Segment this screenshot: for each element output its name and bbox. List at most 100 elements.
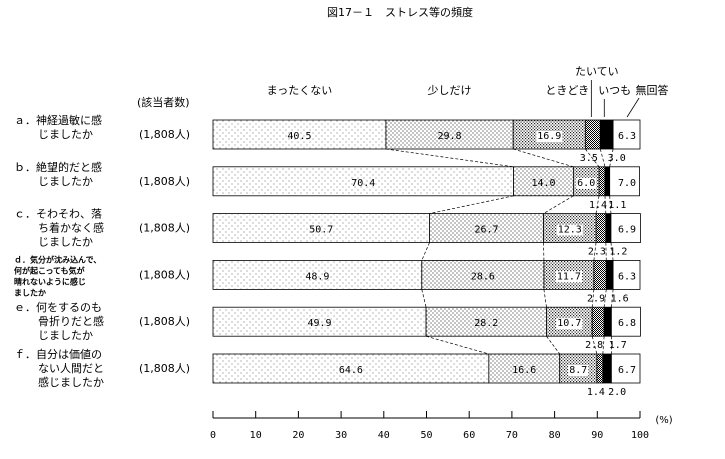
bar-segment-4 <box>604 166 611 197</box>
connector-line <box>611 289 614 308</box>
connector-line <box>585 148 600 168</box>
data-label-bg <box>568 365 589 376</box>
bar-segment-3 <box>584 119 601 150</box>
series-label-1: 少しだけ <box>428 84 472 97</box>
category-count: (1,808人) <box>139 362 190 375</box>
category-label: 晴れないように感じ <box>14 276 86 286</box>
connector-line <box>513 148 574 168</box>
connector-line <box>610 242 614 261</box>
chart-title: 図17－１ ストレス等の頻度 <box>327 5 473 19</box>
bar-segment-4 <box>603 306 612 337</box>
connector-line <box>609 148 614 167</box>
category-label: ち着かなく感 <box>38 221 104 235</box>
bar-segment-3 <box>596 353 604 384</box>
data-label-2: 12.3 <box>558 225 582 236</box>
bar-segment-0 <box>212 259 423 290</box>
x-axis: 0 10 20 30 40 50 60 70 80 90 100 (%) <box>210 411 673 441</box>
category-count: (1,808人) <box>139 128 190 141</box>
connector-line <box>595 195 600 214</box>
data-label-5: 6.8 <box>618 318 636 329</box>
data-label-1: 14.0 <box>531 178 555 189</box>
data-label-4: 2.0 <box>608 387 626 398</box>
connector-line <box>603 289 607 308</box>
data-label-3: 1.4 <box>589 200 607 211</box>
connector-line <box>421 242 430 261</box>
bar-segment-1 <box>425 306 547 337</box>
category-label: ｂ．絶望的だと感 <box>14 160 102 174</box>
category-count: (1,808人) <box>139 175 190 188</box>
series-label-2: ときどき <box>545 84 589 97</box>
bar-segment-0 <box>212 353 490 384</box>
category-label: ｄ．気分が沈み込んで、 <box>14 254 101 264</box>
data-label-4: 1.6 <box>611 293 629 304</box>
bar-segment-4 <box>602 353 612 384</box>
data-label-1: 29.8 <box>438 131 462 142</box>
data-label-2: 10.7 <box>557 318 581 329</box>
x-tick-label: 10 <box>250 430 262 441</box>
data-label-bg <box>616 318 638 330</box>
data-label-3: 3.5 <box>580 153 598 164</box>
x-tick-label: 70 <box>506 430 518 441</box>
count-header: (該当者数) <box>137 95 190 109</box>
data-label-5: 6.7 <box>618 365 636 376</box>
connector-line <box>609 195 612 214</box>
data-label-bg <box>616 271 638 283</box>
bar-segment-1 <box>488 353 561 384</box>
data-label-4: 3.0 <box>608 153 626 164</box>
connector-line <box>599 148 606 167</box>
bar-segment-0 <box>212 306 427 337</box>
bar-segment-0 <box>212 166 515 197</box>
category-label: ｃ．そわそわ、落 <box>14 208 102 221</box>
category-label: じましたか <box>38 236 93 249</box>
data-label-0: 40.5 <box>287 131 311 142</box>
bar-segment-1 <box>513 166 574 197</box>
x-tick-label: 50 <box>420 430 432 441</box>
data-label-0: 64.6 <box>339 365 363 376</box>
category-label: 感じましたか <box>38 376 104 389</box>
category-label: ない人間だと <box>38 362 104 375</box>
category-count: (1,808人) <box>139 268 190 281</box>
bar-segment-4 <box>605 213 612 244</box>
data-label-bg <box>556 224 583 236</box>
data-label-4: 1.7 <box>609 340 627 351</box>
data-label-bg <box>556 318 583 330</box>
connector-line <box>543 289 547 308</box>
connector-line <box>425 335 489 355</box>
series-label-3: たいてい <box>575 65 619 78</box>
connector-line <box>429 195 514 214</box>
data-label-1: 16.6 <box>512 365 536 376</box>
connector-lines <box>385 148 614 355</box>
x-tick-label: 30 <box>335 430 347 441</box>
category-label: ａ．神経過敏に感 <box>14 113 102 127</box>
x-tick-label: 0 <box>210 430 216 441</box>
category-count: (1,808人) <box>139 315 190 328</box>
data-label-4: 1.1 <box>608 200 626 211</box>
bar-segment-4 <box>599 119 614 150</box>
x-tick-label: 20 <box>292 430 304 441</box>
connector-line <box>602 336 605 355</box>
series-label-4: いつも <box>598 84 631 97</box>
data-label-bg <box>576 177 597 189</box>
category-count: (1,808人) <box>139 222 190 235</box>
category-label: 骨折りだと感 <box>38 314 104 328</box>
series-label-0: まったくない <box>267 84 333 97</box>
connector-line <box>591 336 598 355</box>
series-leader-5 <box>626 97 640 118</box>
category-label: ｅ．何をするのも <box>14 301 102 314</box>
x-tick-label: 80 <box>549 430 561 441</box>
data-label-bg <box>616 177 638 189</box>
category-label: 何が起こっても気が <box>14 265 86 275</box>
category-label: ましたか <box>14 287 46 297</box>
connector-line <box>604 195 607 214</box>
bar-segment-3 <box>591 306 605 337</box>
data-label-bg <box>536 131 563 142</box>
series-label-5: 無回答 <box>636 83 669 97</box>
data-label-3: 2.8 <box>585 340 603 351</box>
x-tick-label: 100 <box>631 430 649 441</box>
data-label-0: 49.9 <box>307 318 331 329</box>
